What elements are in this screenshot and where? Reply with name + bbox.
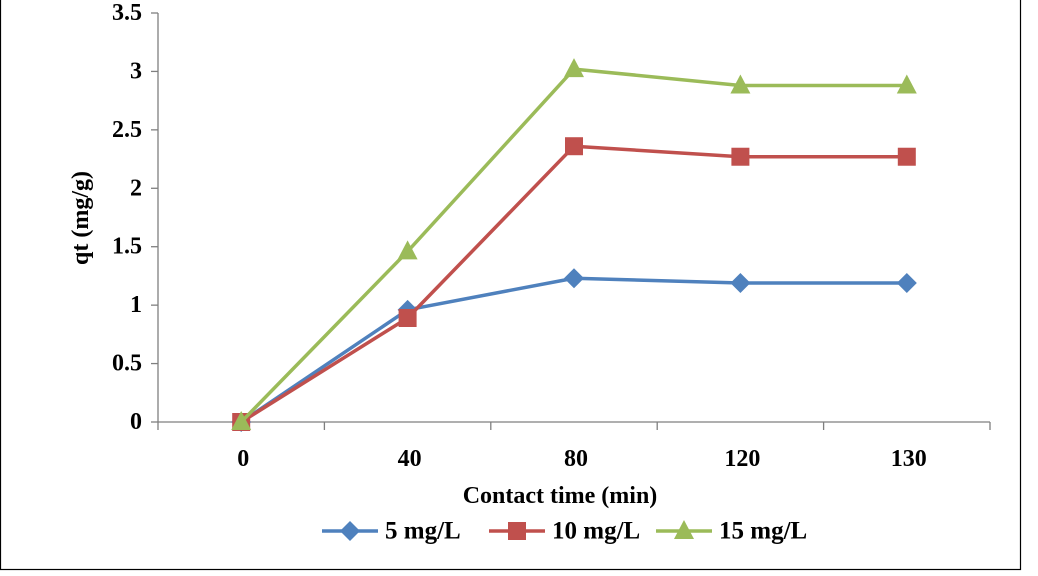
legend-item-1: 5 mg/L xyxy=(322,518,461,545)
y-axis-title: qt (mg/g) xyxy=(68,171,94,265)
x-axis-title: Contact time (min) xyxy=(463,483,658,509)
x-tick-label: 130 xyxy=(891,446,927,472)
legend-marker-diamond xyxy=(340,521,360,541)
legend-item-2: 10 mg/L xyxy=(489,518,640,545)
y-tick-label: 2.5 xyxy=(112,117,142,143)
x-tick-label: 40 xyxy=(398,446,422,472)
x-tick-label: 120 xyxy=(724,446,760,472)
series-3-point xyxy=(564,58,584,78)
legend-marker-square xyxy=(508,522,526,540)
series-2-point xyxy=(731,147,750,166)
y-tick-label: 1.5 xyxy=(112,234,142,260)
axes: 0 0.5 1 1.5 2 2.5 3 3.5 0 40 80 120 130 xyxy=(112,0,991,472)
series-1-point xyxy=(564,268,584,289)
legend-item-3: 15 mg/L xyxy=(656,518,807,545)
x-tick-label: 80 xyxy=(564,446,588,472)
y-tick-label: 2 xyxy=(130,175,142,201)
series-3 xyxy=(231,58,917,430)
y-tick-label: 0 xyxy=(130,409,142,435)
y-tick-label: 3.5 xyxy=(112,0,142,26)
series-2-point xyxy=(398,308,417,327)
y-tick-label: 1 xyxy=(130,292,142,318)
series-3-point xyxy=(730,74,751,94)
series-1-point xyxy=(896,272,917,293)
series-3-point xyxy=(397,240,418,260)
chart-frame xyxy=(0,0,1022,571)
legend: 5 mg/L 10 mg/L 15 mg/L xyxy=(322,518,807,545)
legend-label: 5 mg/L xyxy=(385,518,461,545)
series-2-point xyxy=(565,137,583,156)
y-tick-label: 0.5 xyxy=(112,351,142,377)
y-tick-label: 3 xyxy=(130,58,142,84)
x-tick-label: 0 xyxy=(237,446,249,472)
series-3-point xyxy=(231,411,252,430)
series-3-point xyxy=(896,74,917,94)
series-1-point xyxy=(730,272,751,293)
legend-label: 10 mg/L xyxy=(552,518,640,545)
legend-marker-triangle xyxy=(674,520,694,539)
legend-label: 15 mg/L xyxy=(719,518,807,545)
plot-series xyxy=(231,58,917,432)
series-2-point xyxy=(897,147,916,166)
